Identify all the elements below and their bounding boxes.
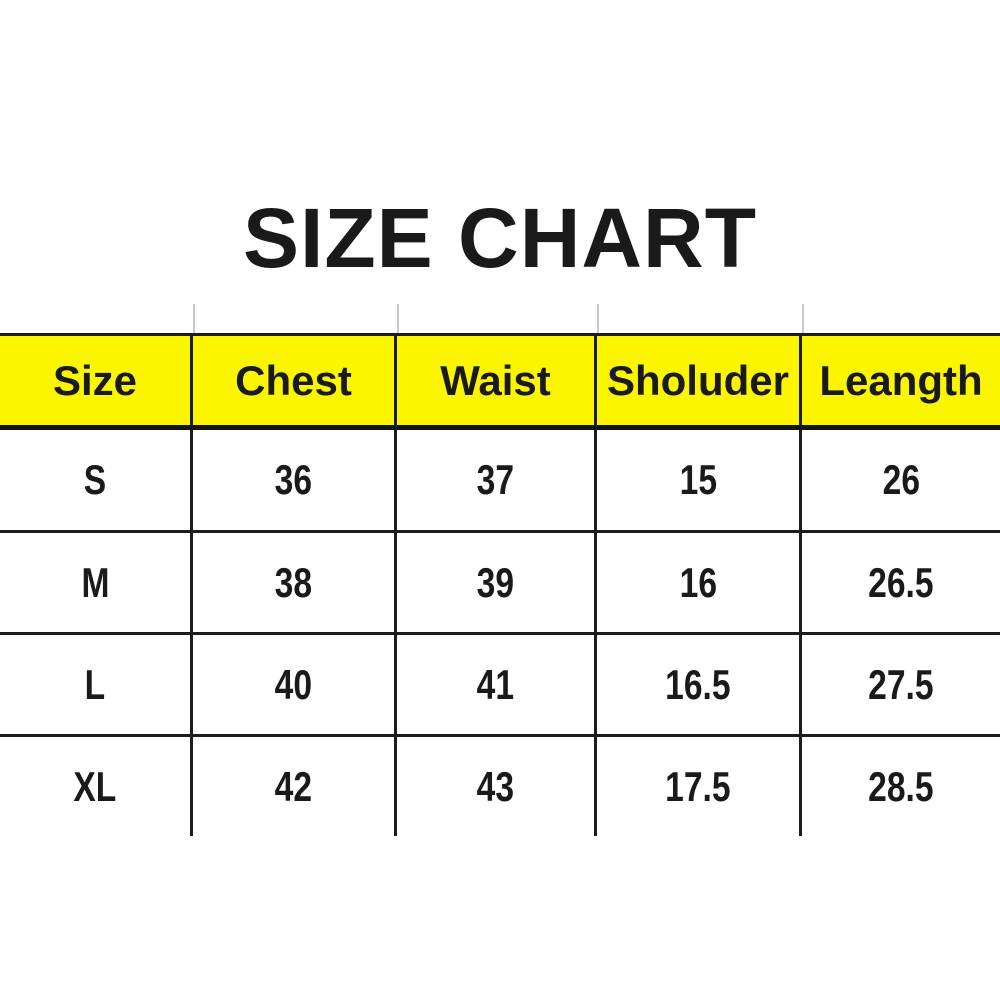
size-table: Size Chest Waist Sholuder Leangth S 36 3… — [0, 333, 1000, 836]
header-label: Chest — [235, 356, 352, 404]
table-cell: 17.5 — [597, 737, 802, 836]
header-cell-shoulder: Sholuder — [597, 336, 802, 430]
table-cell: 26 — [802, 430, 1000, 533]
header-cell-size: Size — [0, 336, 193, 430]
shoulder-value: 15 — [679, 456, 717, 503]
table-cell: XL — [0, 737, 193, 836]
table-cell: 36 — [193, 430, 397, 533]
length-value: 26 — [882, 456, 920, 503]
length-value: 28.5 — [868, 762, 934, 810]
chest-value: 36 — [274, 456, 313, 503]
table-cell: 38 — [193, 533, 397, 635]
table-cell: 43 — [397, 737, 597, 836]
header-cell-chest: Chest — [193, 336, 397, 430]
table-cell: 16 — [597, 533, 802, 635]
header-label: Size — [52, 356, 138, 404]
waist-value: 41 — [476, 660, 515, 708]
table-cell: 41 — [397, 635, 597, 737]
chest-value: 38 — [274, 558, 313, 606]
header-cell-length: Leangth — [802, 336, 1000, 430]
shoulder-value: 16 — [679, 558, 717, 606]
shoulder-value: 16.5 — [665, 660, 731, 708]
chest-value: 40 — [274, 660, 313, 708]
size-label: S — [83, 456, 107, 503]
header-label: Sholuder — [606, 356, 789, 404]
length-value: 27.5 — [868, 660, 934, 708]
size-label: L — [84, 660, 106, 708]
shoulder-value: 17.5 — [665, 762, 731, 810]
gridline-stub — [802, 304, 804, 333]
waist-value: 37 — [476, 456, 515, 503]
gridline-stub — [193, 304, 195, 333]
header-label: Leangth — [819, 356, 983, 404]
table-cell: M — [0, 533, 193, 635]
length-value: 26.5 — [868, 558, 934, 606]
table-cell: 16.5 — [597, 635, 802, 737]
waist-value: 43 — [476, 762, 515, 810]
table-cell: S — [0, 430, 193, 533]
size-label: M — [81, 558, 109, 606]
gridline-stub — [397, 304, 399, 333]
table-cell: L — [0, 635, 193, 737]
table-cell: 27.5 — [802, 635, 1000, 737]
table-cell: 42 — [193, 737, 397, 836]
size-label: XL — [73, 762, 117, 810]
table-cell: 28.5 — [802, 737, 1000, 836]
header-label: Waist — [440, 356, 551, 404]
waist-value: 39 — [476, 558, 515, 606]
gridline-stub — [597, 304, 599, 333]
chest-value: 42 — [274, 762, 313, 810]
header-cell-waist: Waist — [397, 336, 597, 430]
table-cell: 40 — [193, 635, 397, 737]
table-cell: 39 — [397, 533, 597, 635]
table-cell: 15 — [597, 430, 802, 533]
page-title: SIZE CHART — [243, 191, 757, 285]
table-cell: 26.5 — [802, 533, 1000, 635]
table-cell: 37 — [397, 430, 597, 533]
